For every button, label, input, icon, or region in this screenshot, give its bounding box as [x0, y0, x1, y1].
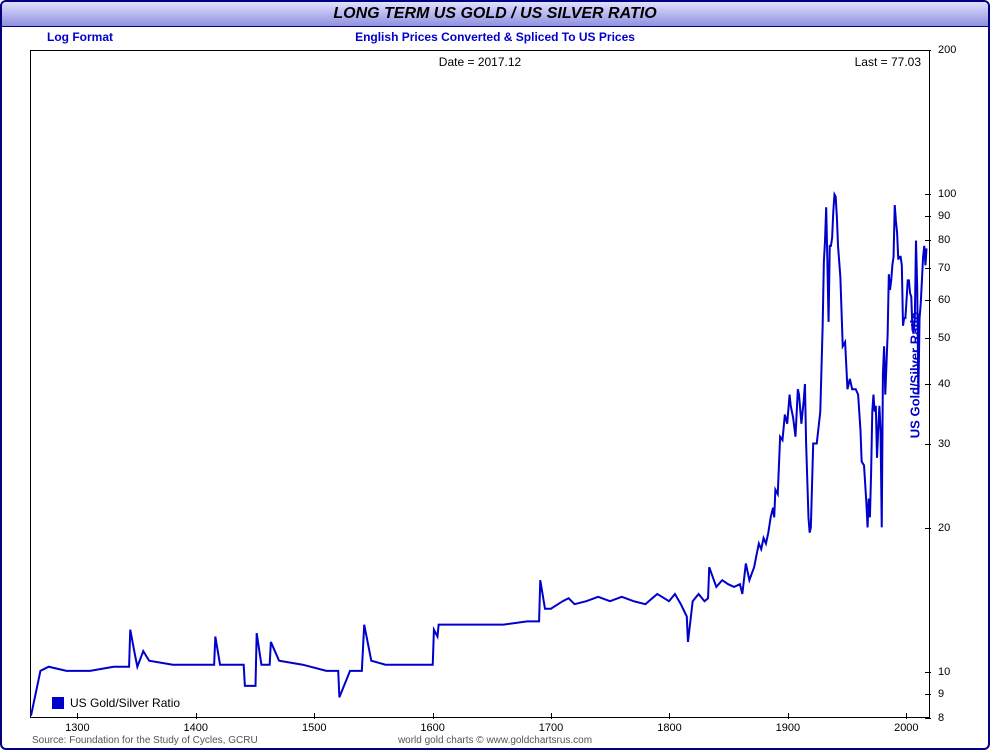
legend: US Gold/Silver Ratio — [52, 696, 180, 710]
y-tick-label: 200 — [938, 44, 980, 56]
x-tick-label: 2000 — [894, 722, 918, 734]
subtitle-bar: Log Format English Prices Converted & Sp… — [2, 27, 988, 47]
series-line — [31, 194, 927, 715]
y-tick-label: 20 — [938, 522, 980, 534]
y-tick-label: 80 — [938, 234, 980, 246]
footer-copyright: world gold charts © www.goldchartsrus.co… — [2, 735, 988, 746]
chart-title: LONG TERM US GOLD / US SILVER RATIO — [2, 2, 988, 27]
y-tick-label: 70 — [938, 262, 980, 274]
y-tick-label: 9 — [938, 688, 980, 700]
y-tick-label: 60 — [938, 294, 980, 306]
y-tick-label: 30 — [938, 438, 980, 450]
x-tick-label: 1900 — [776, 722, 800, 734]
x-tick-label: 1500 — [302, 722, 326, 734]
plot-area: Date = 2017.12 Last = 77.03 — [30, 50, 930, 718]
y-axis-label: US Gold/Silver Ratio — [907, 312, 922, 438]
x-tick-label: 1600 — [420, 722, 444, 734]
subtitle-center: English Prices Converted & Spliced To US… — [2, 27, 988, 47]
y-tick-label: 50 — [938, 332, 980, 344]
y-tick-label: 8 — [938, 712, 980, 724]
data-line-svg — [31, 51, 929, 717]
y-tick-label: 90 — [938, 210, 980, 222]
y-tick-label: 10 — [938, 666, 980, 678]
x-tick-label: 1700 — [539, 722, 563, 734]
y-tick-label: 100 — [938, 188, 980, 200]
y-tick-label: 40 — [938, 378, 980, 390]
chart-container: LONG TERM US GOLD / US SILVER RATIO Log … — [0, 0, 990, 750]
x-tick-label: 1400 — [184, 722, 208, 734]
x-tick-label: 1300 — [65, 722, 89, 734]
legend-label: US Gold/Silver Ratio — [70, 696, 180, 710]
x-tick-label: 1800 — [657, 722, 681, 734]
legend-swatch — [52, 697, 64, 709]
